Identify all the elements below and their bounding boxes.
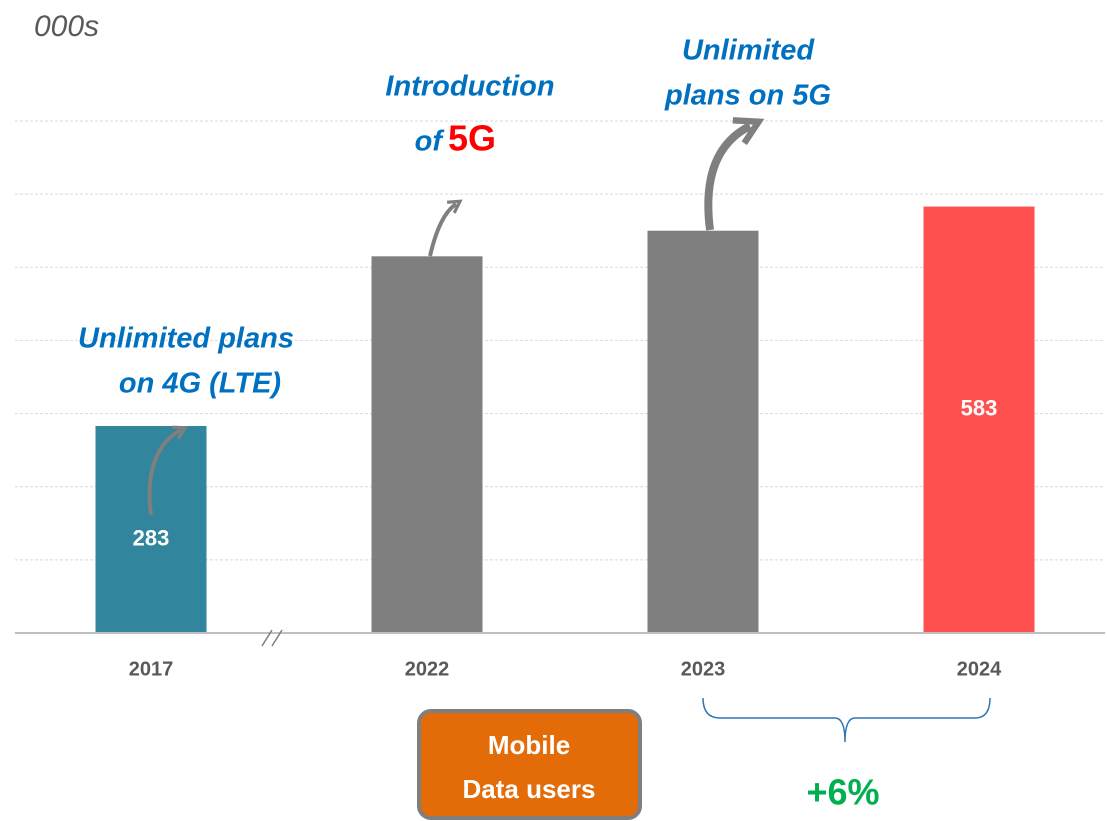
data-label: 583 bbox=[961, 396, 998, 421]
annotation-highlight: 5G bbox=[448, 118, 496, 159]
annotation: plans on 5G bbox=[664, 80, 831, 112]
growth-label: +6% bbox=[806, 772, 879, 813]
annotation: Introduction bbox=[385, 71, 554, 103]
bar bbox=[95, 426, 207, 633]
x-tick-label: 2017 bbox=[129, 658, 174, 680]
unit-label: 000s bbox=[34, 10, 99, 43]
bar bbox=[923, 206, 1035, 633]
annotation: Unlimited bbox=[682, 35, 815, 67]
annotation: Unlimited plans bbox=[78, 323, 294, 355]
x-tick-label: 2023 bbox=[681, 658, 726, 680]
x-tick-label: 2022 bbox=[405, 658, 450, 680]
arrow bbox=[704, 117, 765, 231]
legend-text: Mobile bbox=[488, 730, 570, 760]
bar bbox=[371, 256, 483, 633]
legend-text: Data users bbox=[463, 774, 596, 804]
annotation: of bbox=[415, 126, 446, 158]
legend-box bbox=[417, 709, 642, 820]
data-label: 283 bbox=[133, 525, 170, 550]
bar bbox=[647, 230, 759, 633]
arrow bbox=[147, 425, 189, 516]
x-tick-label: 2024 bbox=[957, 658, 1002, 680]
brace bbox=[702, 697, 991, 743]
arrow bbox=[428, 199, 463, 257]
axis-break bbox=[261, 629, 283, 647]
annotation: on 4G (LTE) bbox=[119, 368, 281, 400]
